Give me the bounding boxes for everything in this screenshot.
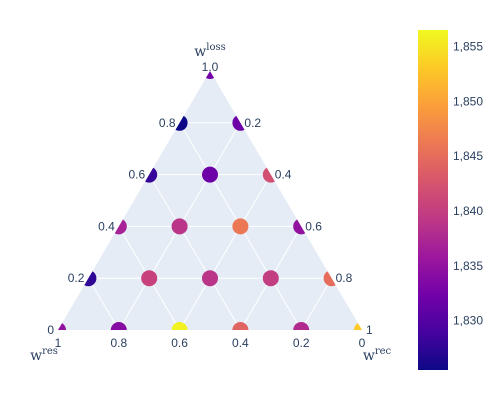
- axis-a-tick-label: 1.0: [202, 60, 219, 74]
- data-point: [232, 322, 249, 330]
- axis-c-tick-label: 0.6: [305, 219, 322, 233]
- data-point: [171, 218, 188, 235]
- grid-line-b: [148, 174, 241, 331]
- axis-b-tick-label: 0.6: [171, 336, 188, 350]
- grid-line-c: [300, 277, 333, 331]
- ternary-plot-area: [58, 71, 362, 330]
- colorbar-tick-label: 1,850: [453, 94, 483, 108]
- axis-a-tick-label: 0.8: [159, 116, 176, 130]
- axis-c-tick-label: 0.4: [275, 168, 292, 182]
- axis-title-b: wres: [30, 346, 58, 364]
- data-point: [110, 322, 127, 330]
- data-point: [202, 270, 218, 287]
- axis-a-tick-label: 0.2: [68, 271, 85, 285]
- axis-b-tick-label: 0: [359, 336, 366, 350]
- axis-a-tick-label: 0: [47, 323, 54, 337]
- colorbar-tick-label: 1,830: [453, 314, 483, 328]
- colorbar-ticks: 1,830 1,835 1,840 1,845 1,850 1,855: [453, 40, 483, 328]
- axis-b-tick-label: 1: [55, 336, 62, 350]
- axis-c-tick-label: 0.2: [244, 116, 261, 130]
- data-point: [141, 270, 158, 287]
- colorbar-tick-label: 1,835: [453, 259, 483, 273]
- data-point: [354, 322, 362, 330]
- axis-c-tick-label: 1: [366, 323, 373, 337]
- colorbar-tick-label: 1,840: [453, 204, 483, 218]
- data-point: [232, 218, 249, 235]
- axis-title-c: wrec: [363, 346, 392, 364]
- axis-b-tick-label: 0.4: [232, 336, 249, 350]
- grid-line-b: [87, 277, 120, 331]
- colorbar: [418, 30, 448, 370]
- colorbar-tick-label: 1,845: [453, 149, 483, 163]
- axis-a-tick-label: 0.4: [98, 219, 115, 233]
- data-point: [202, 166, 218, 183]
- data-point: [171, 322, 188, 330]
- data-point: [58, 322, 66, 330]
- axis-ticks: 1.00.80.60.40.201 0.8 0.6 0.4 0.2 00.20.40.60…: [47, 60, 373, 350]
- axis-b-tick-label: 0.8: [110, 336, 127, 350]
- data-point: [293, 322, 310, 330]
- grid-line-c: [179, 174, 272, 331]
- axis-a-tick-label: 0.6: [129, 168, 146, 182]
- colorbar-tick-label: 1,855: [453, 40, 483, 54]
- axis-b-tick-label: 0.2: [293, 336, 310, 350]
- axis-title-a: wloss: [194, 42, 225, 60]
- data-point: [262, 270, 279, 287]
- axis-c-tick-label: 0.8: [336, 271, 353, 285]
